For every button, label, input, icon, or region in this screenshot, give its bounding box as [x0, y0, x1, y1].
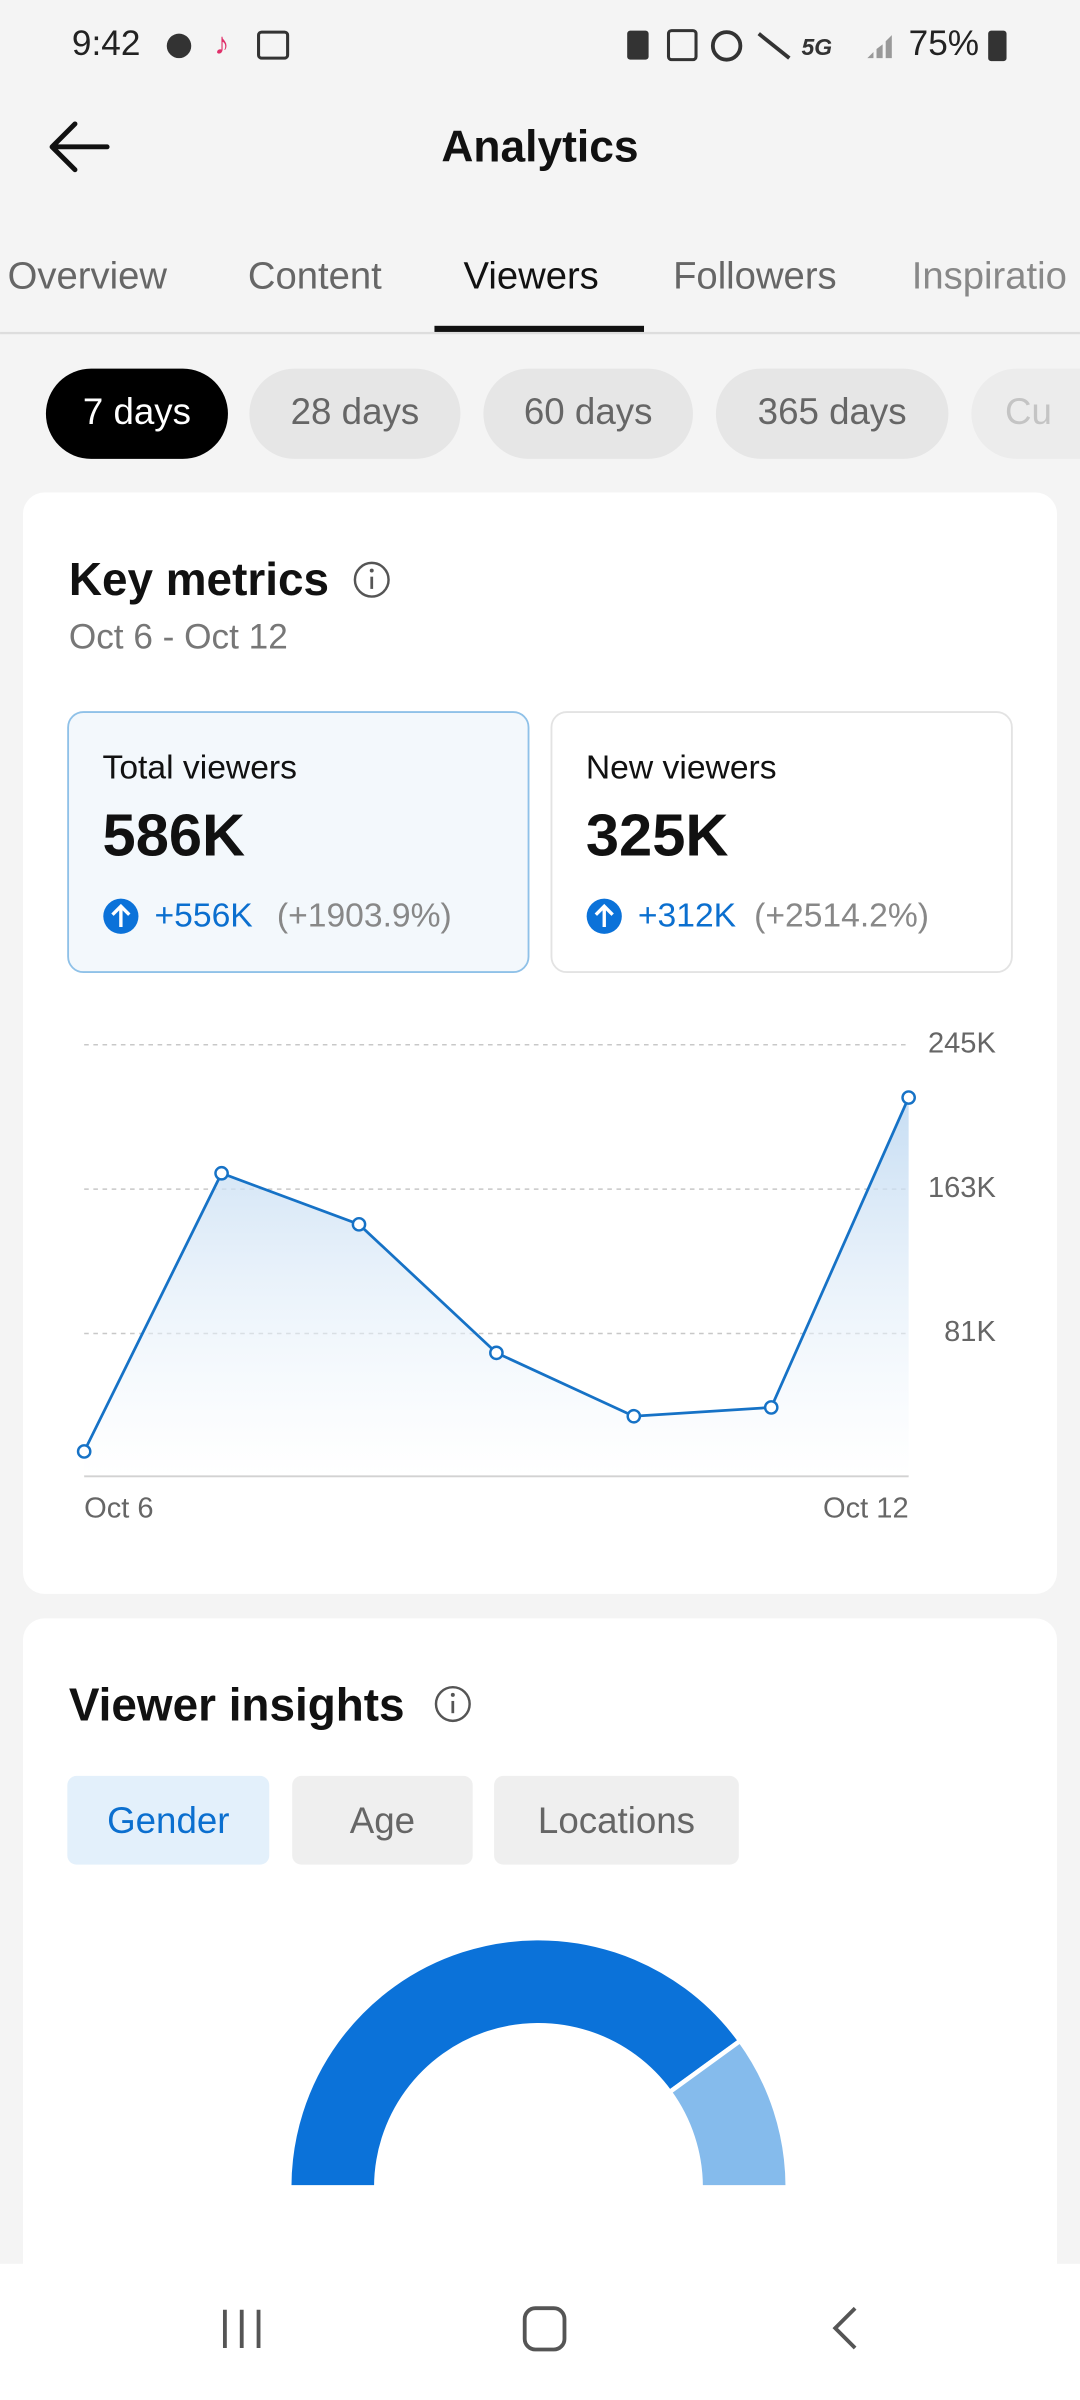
info-icon[interactable]	[434, 1685, 471, 1723]
metric-label: Total viewers	[103, 749, 297, 786]
chip-label: 60 days	[524, 391, 653, 432]
settings-icon	[166, 33, 192, 59]
chip[interactable]	[715, 368, 949, 459]
data-point	[901, 1090, 916, 1105]
area	[84, 1097, 909, 1477]
x-tick-label: Oct 6	[84, 1492, 153, 1524]
tab[interactable]: Overview	[8, 254, 168, 297]
metric-card[interactable]	[550, 711, 1013, 974]
status-time: 9:42	[72, 24, 140, 63]
metric-percent: (+1903.9%)	[277, 898, 452, 935]
section-title: Key metrics	[69, 553, 329, 605]
up-arrow-icon	[103, 898, 139, 934]
back-button[interactable]	[49, 121, 110, 173]
navigation-bar	[0, 2263, 1080, 2400]
data-point	[351, 1216, 367, 1232]
metric-label: New viewers	[586, 749, 777, 786]
metric-value: 325K	[586, 802, 729, 869]
tab[interactable]: Inspiratio	[912, 254, 1067, 297]
chip[interactable]	[483, 368, 693, 459]
image-icon	[257, 30, 290, 60]
page-title: Analytics	[441, 123, 638, 172]
tab[interactable]: Followers	[673, 254, 837, 297]
data-point	[626, 1408, 642, 1424]
chip-label: Cu	[1005, 391, 1052, 432]
data-point	[214, 1165, 229, 1181]
home-button[interactable]	[522, 2306, 567, 2352]
chip-label: 365 days	[758, 391, 907, 432]
recents-button[interactable]	[222, 2309, 261, 2348]
metric-value: 586K	[103, 802, 246, 869]
alarm-icon	[710, 30, 743, 62]
tab-indicator	[434, 325, 645, 332]
nfc-icon	[666, 29, 698, 62]
signal-icon	[867, 35, 892, 59]
tab-active[interactable]: Viewers	[464, 254, 599, 297]
tiktok-icon: ♪	[214, 27, 229, 61]
data-point	[76, 1444, 92, 1459]
chip-label: 28 days	[291, 391, 420, 432]
metric-card-selected[interactable]	[67, 711, 530, 974]
chip[interactable]	[971, 368, 1080, 459]
data-point	[489, 1345, 504, 1361]
mute-icon	[757, 32, 791, 60]
insight-tab-label: Gender	[107, 1800, 229, 1841]
donut-segment	[286, 1935, 744, 2190]
insight-tab[interactable]	[494, 1775, 739, 1865]
up-arrow-icon	[586, 898, 622, 934]
insight-tab-label: Age	[350, 1800, 415, 1841]
line-chart: 81K 163K 245K Oct 6 Oct 12	[76, 1027, 996, 1524]
donut-segment	[666, 2037, 791, 2190]
y-tick-label: 245K	[928, 1027, 996, 1059]
network-icon: 5G	[802, 34, 833, 60]
y-tick-label: 163K	[928, 1172, 996, 1204]
tab-divider	[0, 331, 1080, 335]
x-tick-label: Oct 12	[823, 1492, 909, 1524]
chip[interactable]	[249, 368, 461, 459]
date-range: Oct 6 - Oct 12	[69, 618, 288, 657]
status-icon	[627, 30, 649, 60]
y-tick-label: 81K	[944, 1316, 996, 1348]
insight-tab-active[interactable]	[67, 1775, 270, 1865]
metric-change: +556K	[155, 898, 254, 935]
insight-tab[interactable]	[292, 1775, 473, 1865]
tab[interactable]: Content	[248, 254, 382, 297]
data-point	[763, 1400, 779, 1415]
metric-percent: (+2514.2%)	[754, 898, 929, 935]
battery-icon	[988, 30, 1007, 62]
back-nav-button[interactable]	[832, 2306, 857, 2350]
chip-active[interactable]	[45, 368, 228, 459]
chip-label: 7 days	[83, 391, 191, 432]
insight-tab-label: Locations	[538, 1800, 695, 1841]
metric-change: +312K	[638, 898, 737, 935]
donut-chart	[286, 1935, 791, 2190]
battery-level: 75%	[909, 24, 979, 63]
section-title: Viewer insights	[69, 1679, 405, 1731]
info-icon[interactable]	[353, 561, 390, 598]
